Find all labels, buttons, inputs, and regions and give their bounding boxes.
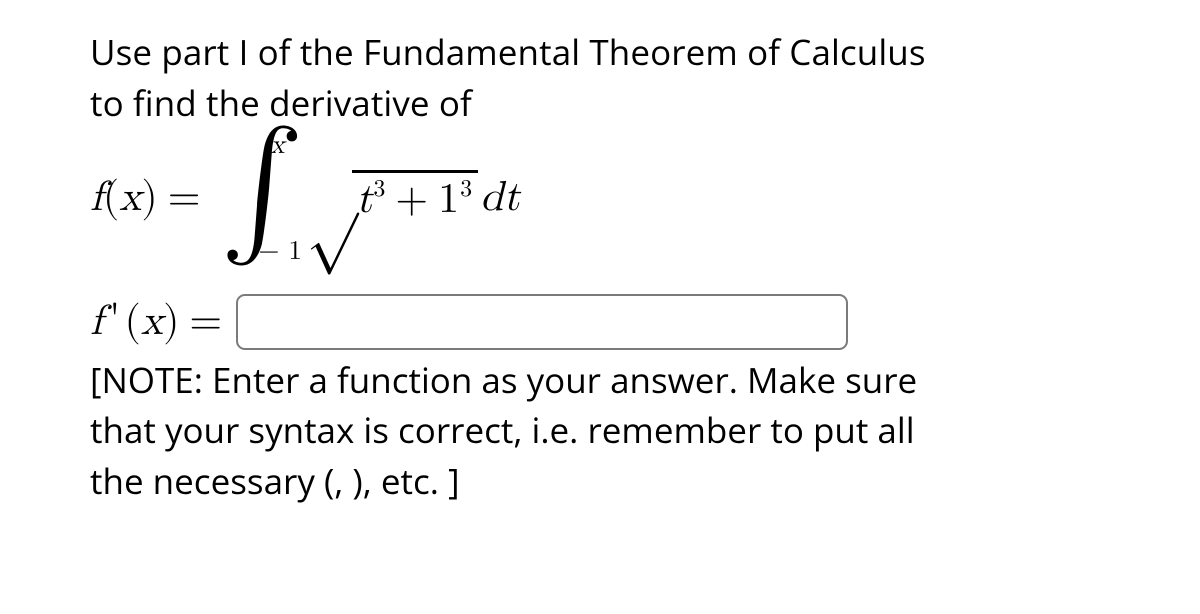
lhs-open-paren: (: [103, 173, 119, 223]
answer-prime: ': [109, 295, 121, 345]
radicand-one: 1: [438, 175, 459, 225]
answer-f: f: [90, 297, 103, 347]
integral-lower-limit: − 1: [258, 236, 301, 268]
radicand: t 3 + 1 3: [352, 170, 478, 225]
note-line-3: the necessary (, ), etc. ]: [90, 458, 460, 505]
prompt-line-2: to find the derivative of: [90, 80, 472, 127]
prompt-line-1: Use part I of the Fundamental Theorem of…: [90, 29, 926, 76]
radicand-exp2: 3: [460, 175, 472, 204]
integral-symbol: ∫: [220, 126, 304, 252]
answer-close-paren: ): [163, 297, 179, 347]
radicand-exp1: 3: [373, 175, 385, 204]
prompt-text: Use part I of the Fundamental Theorem of…: [90, 28, 1160, 130]
equation-definition: f ( x ) = ∫ x − 1 √ t 3 + 1 3 dt: [90, 144, 1160, 252]
problem-container: Use part I of the Fundamental Theorem of…: [0, 0, 1200, 614]
lhs-variable: x: [119, 173, 141, 223]
answer-equals: =: [189, 297, 222, 347]
note-text: [NOTE: Enter a function as your answer. …: [90, 356, 1160, 508]
radicand-t: t: [356, 175, 372, 225]
note-line-2: that your syntax is correct, i.e. rememb…: [90, 407, 915, 454]
radicand-plus: +: [395, 175, 428, 225]
lhs-f: f: [90, 173, 103, 223]
equals-sign: =: [168, 173, 201, 223]
answer-variable: x: [141, 297, 163, 347]
dt-t: t: [503, 177, 519, 219]
dt-d: d: [480, 177, 503, 219]
lhs-close-paren: ): [141, 173, 157, 223]
integral-upper-limit: x: [270, 130, 284, 162]
square-root: √ t 3 + 1 3: [306, 170, 478, 225]
answer-row: f ' ( x ) =: [90, 294, 1160, 350]
fprime-label: f ' ( x ) =: [90, 297, 222, 347]
integral-sign: ∫ x − 1: [220, 144, 294, 252]
radical-symbol: √: [306, 179, 358, 216]
answer-open-paren: (: [125, 297, 141, 347]
answer-input[interactable]: [236, 294, 848, 350]
note-line-1: [NOTE: Enter a function as your answer. …: [90, 357, 917, 404]
differential: dt: [480, 173, 520, 223]
